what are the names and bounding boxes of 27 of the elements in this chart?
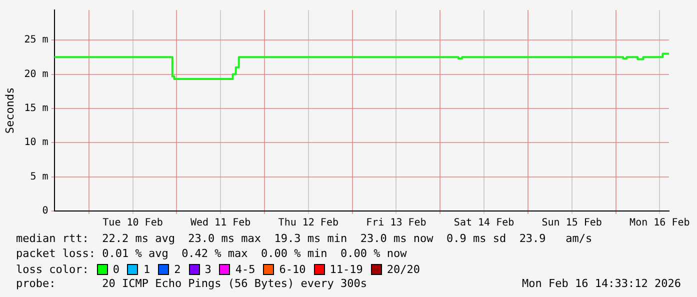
text: 20/20 xyxy=(386,263,420,276)
x-tick-label: Fri 13 Feb xyxy=(366,218,426,229)
x-tick-label: Wed 11 Feb xyxy=(190,218,251,229)
text: 0 xyxy=(112,263,120,276)
x-tick-label: Mon 16 Feb xyxy=(630,218,690,229)
text: loss color: xyxy=(16,263,89,276)
text: packet loss: 0.01 % avg 0.42 % max 0.00 % min 0.00 % now xyxy=(16,247,408,262)
text: 2 xyxy=(174,263,181,276)
text: 4-5 xyxy=(235,263,256,276)
y-tick-label: 15 m xyxy=(24,103,48,114)
x-tick-label: Sat 14 Feb xyxy=(454,218,514,229)
y-tick-label: 0 xyxy=(42,206,48,217)
text: probe: 20 ICMP Echo Pings (56 Bytes) every 300s xyxy=(16,277,367,292)
text: median rtt: 22.2 ms avg 23.0 ms max 19.3 ms min 23.0 ms now 0.9 ms sd 23.9 am/s xyxy=(16,232,594,247)
text: Mon Feb 16 14:33:12 2026 xyxy=(522,277,681,292)
text: 1 xyxy=(143,263,150,276)
text: 3 xyxy=(204,263,212,276)
y-tick-label: 5 m xyxy=(30,171,48,182)
y-axis-title: Seconds xyxy=(3,87,16,134)
x-tick-label: Thu 12 Feb xyxy=(278,218,339,229)
text: 6-10 xyxy=(279,263,306,276)
x-tick-label: Tue 10 Feb xyxy=(102,218,163,229)
y-tick-label: 10 m xyxy=(24,137,48,148)
y-tick-label: 25 m xyxy=(24,34,48,46)
y-tick-label: 20 m xyxy=(24,68,48,80)
x-tick-label: Sun 15 Feb xyxy=(542,218,602,229)
text: 11-19 xyxy=(330,263,363,276)
